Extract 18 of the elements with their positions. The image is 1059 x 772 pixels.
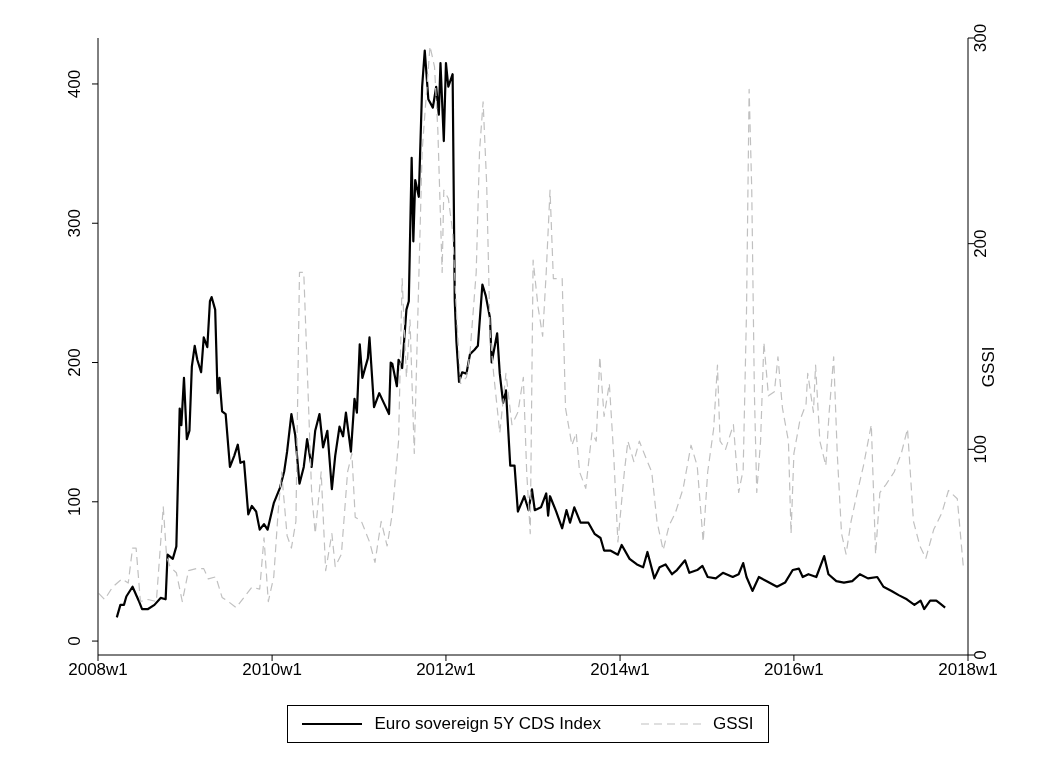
x-tick-label: 2012w1 [416, 660, 476, 680]
y-tick-label: 200 [65, 348, 84, 377]
x-tick-label: 2010w1 [242, 660, 302, 680]
y2-tick-label: 300 [971, 23, 990, 53]
legend-label: GSSI [712, 714, 754, 734]
y-tick-label: 300 [65, 209, 84, 238]
y2-tick-label: 100 [971, 435, 990, 464]
y-tick-label: 0 [65, 636, 84, 646]
y-tick-label: 400 [65, 69, 84, 99]
y2-axis-title: GSSI [979, 346, 999, 388]
x-tick-label: 2008w1 [68, 660, 128, 680]
x-tick-label: 2018w1 [938, 660, 998, 680]
y2-tick-label: 0 [971, 650, 990, 660]
x-tick-label: 2016w1 [764, 660, 824, 680]
x-tick-label: 2014w1 [590, 660, 650, 680]
legend-label: Euro sovereign 5Y CDS Index [374, 714, 601, 734]
y-tick-label: 100 [65, 487, 84, 516]
y2-tick-label: 200 [971, 229, 990, 258]
